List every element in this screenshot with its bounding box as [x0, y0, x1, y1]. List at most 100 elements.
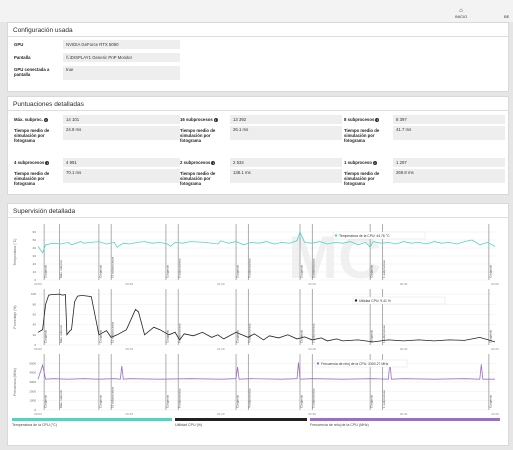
y-tick-label: 5000: [29, 361, 36, 365]
temperature-series-line: [37, 230, 496, 254]
phase-marker-label: Cargando: [488, 329, 492, 343]
score-label-2: 2 subprocesos i: [180, 160, 216, 165]
scores-divider: [8, 110, 508, 111]
phase-marker-label: 8 subprocesos: [178, 323, 182, 343]
score-label-max: Máx. subproc. i: [14, 117, 48, 122]
phase-marker-label: 8 subprocesos: [178, 258, 182, 278]
score-value-8: 8 397: [393, 115, 505, 124]
phase-marker-label: 2 subprocesos: [312, 388, 316, 408]
score-label-16: 16 subprocesos i: [180, 117, 218, 122]
scores-panel: Puntuaciones detalladas Máx. subproc. i 1…: [7, 96, 509, 195]
score-value-max: 14 101: [63, 115, 180, 124]
y-tick-label: 0: [34, 408, 36, 412]
x-tick-label: 03:20: [491, 282, 499, 286]
phase-marker-label: Cargando: [236, 394, 240, 408]
frame-time-value-1: 269.8 ms: [393, 169, 505, 183]
config-gpu-value: NVIDIA GeForce RTX 5090: [63, 40, 180, 49]
phase-marker-label: Cargando: [300, 264, 304, 278]
y-tick-label: 2000: [29, 389, 36, 393]
x-tick-label: 01:20: [217, 282, 225, 286]
info-icon[interactable]: i: [213, 118, 218, 122]
phase-marker-label: Cargando: [370, 394, 374, 408]
x-tick-label: 00:40: [126, 347, 134, 351]
clock-series-line: [37, 361, 495, 380]
x-tick-label: 02:40: [400, 347, 408, 351]
y-tick-label: 60: [33, 312, 37, 316]
phase-marker-label: Cargando: [300, 394, 304, 408]
tooltip-box: [332, 231, 426, 240]
phase-marker-label: 16 subprocesos: [111, 386, 115, 408]
frame-time-label-16: Tiempo medio de simulación por fotograma: [180, 128, 216, 144]
phase-marker-label: Máx. subproc.: [59, 389, 63, 408]
frame-time-label-4: Tiempo medio de simulación por fotograma: [14, 171, 50, 187]
info-icon[interactable]: i: [372, 161, 377, 165]
config-display-label: Pantalla: [14, 55, 31, 60]
frame-time-label-8: Tiempo medio de simulación por fotograma: [344, 128, 380, 144]
x-tick-label: 00:00: [34, 282, 42, 286]
score-value-16: 13 392: [230, 115, 342, 124]
info-icon[interactable]: i: [45, 161, 50, 165]
y-tick-label: 0: [34, 278, 36, 282]
legend-label-temperature: Temperatura de la CPU (°C): [12, 423, 57, 427]
y-axis-label: Porcentaje (%): [13, 305, 17, 328]
y-tick-label: 100: [31, 292, 36, 296]
phase-marker-label: Cargando: [300, 329, 304, 343]
y-tick-label: 10: [33, 270, 37, 274]
nav-clipped[interactable]: BE: [504, 8, 509, 19]
phase-marker-label: Cargando: [488, 394, 492, 408]
frame-time-label-1: Tiempo medio de simulación por fotograma: [344, 171, 380, 187]
tooltip-text: Frecuencia de reloj de la CPU: 3300.27 M…: [321, 362, 389, 366]
phase-marker-label: 1 subproceso: [382, 325, 386, 343]
score-label-1: 1 subproceso i: [344, 160, 377, 165]
tooltip-text: Temperatura de la CPU: 44.76 °C: [339, 234, 390, 238]
home-icon: ⌂: [459, 8, 463, 14]
phase-marker-label: Cargando: [44, 264, 48, 278]
phase-marker-label: Cargando: [44, 329, 48, 343]
y-tick-label: 4000: [29, 371, 36, 375]
phase-marker-label: 2 subprocesos: [312, 323, 316, 343]
x-tick-label: 00:00: [34, 347, 42, 351]
x-tick-label: 01:20: [217, 412, 225, 416]
top-bar: ⌂ INICIO BE: [0, 0, 513, 22]
x-tick-label: 01:20: [217, 347, 225, 351]
legend-bar-utility[interactable]: [175, 418, 307, 421]
info-icon[interactable]: i: [375, 118, 380, 122]
config-title: Configuración usada: [13, 27, 73, 34]
legend-bar-temperature[interactable]: [12, 418, 172, 421]
legend-bar-clock[interactable]: [310, 418, 500, 421]
frame-time-value-16: 26.1 ms: [230, 126, 342, 140]
y-tick-label: 20: [33, 333, 37, 337]
info-icon[interactable]: i: [43, 118, 48, 122]
frame-time-value-8: 41.7 ms: [393, 126, 505, 140]
monitoring-panel: Supervisión detallada MC 0 10 20 30 40 50 60 Te…: [7, 203, 509, 446]
phase-marker-label: 4 subprocesos: [248, 323, 252, 343]
x-tick-label: 02:00: [308, 282, 316, 286]
phase-marker-label: Máx. subproc.: [59, 259, 63, 278]
config-display-value: \\.\DISPLAY1 Generic PnP Monitor: [63, 53, 180, 62]
phase-marker-label: 2 subprocesos: [312, 258, 316, 278]
score-value-4: 4 991: [63, 158, 180, 167]
y-tick-label: 60: [33, 230, 37, 234]
config-gpu-label: GPU: [14, 42, 24, 47]
nav-home[interactable]: ⌂ INICIO: [455, 8, 467, 19]
monitoring-title: Supervisión detallada: [13, 208, 76, 215]
x-tick-label: 03:20: [491, 347, 499, 351]
phase-marker-label: Cargando: [98, 264, 102, 278]
score-label-8: 8 subprocesos i: [344, 117, 380, 122]
nav-clipped-label: BE: [504, 14, 510, 19]
tooltip-swatch: [316, 362, 320, 365]
x-tick-label: 00:40: [126, 412, 134, 416]
y-tick-label: 20: [33, 262, 37, 266]
phase-marker-label: 1 subproceso: [382, 260, 386, 278]
config-connected-value: true: [63, 66, 180, 80]
x-tick-label: 02:40: [400, 412, 408, 416]
phase-marker-label: 8 subprocesos: [178, 388, 182, 408]
frame-time-value-max: 24.8 ms: [63, 126, 180, 140]
info-icon[interactable]: i: [211, 161, 216, 165]
phase-marker-label: 16 subprocesos: [111, 321, 115, 343]
tooltip-swatch: [354, 299, 358, 302]
config-divider: [8, 36, 508, 37]
frame-time-value-2: 138.1 ms: [230, 169, 342, 183]
y-tick-label: 40: [33, 323, 37, 327]
